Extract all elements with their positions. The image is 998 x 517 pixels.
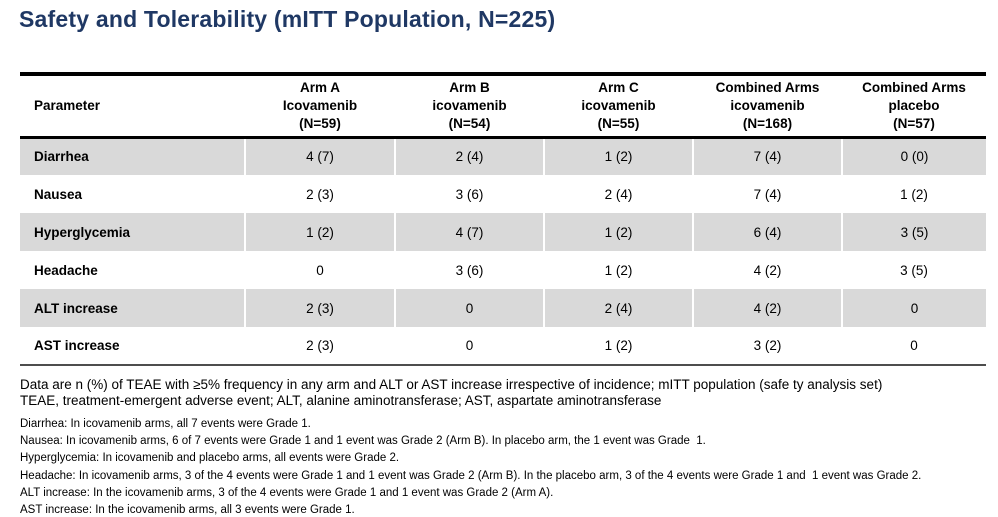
column-header-parameter: Parameter	[20, 74, 245, 139]
cell-value: 1 (2)	[604, 338, 633, 353]
cell-value: 4 (7)	[244, 137, 395, 175]
cell-value: 0	[910, 338, 918, 353]
column-header-combined-placebo: Combined Arms placebo (N=57)	[842, 74, 986, 139]
cell-value: 2 (4)	[604, 186, 633, 202]
footnote-data-definition: Data are n (%) of TEAE with ≥5% frequenc…	[20, 377, 883, 392]
page-title: Safety and Tolerability (mITT Population…	[19, 6, 556, 32]
column-header-arm-a: Arm A Icovamenib (N=59)	[245, 74, 395, 139]
header-row: Parameter Arm A Icovamenib (N=59) Arm B …	[20, 74, 986, 139]
cell-value: 6 (4)	[692, 213, 842, 251]
cell-value: 1 (2)	[604, 262, 633, 278]
cell-value: 4 (7)	[394, 213, 544, 251]
cell-value: 3 (2)	[753, 338, 782, 353]
cell-value: 1 (2)	[244, 213, 395, 251]
row-label: Nausea	[34, 186, 83, 202]
cell-value: 2 (3)	[306, 338, 334, 353]
row-label: Diarrhea	[34, 149, 89, 165]
cell-value: 3 (5)	[841, 213, 986, 251]
row-label: Hyperglycemia	[34, 224, 131, 240]
table-row-hyperglycemia: Hyperglycemia 1 (2) 4 (7) 1 (2) 6 (4) 3 …	[20, 213, 986, 251]
table-row-ast-increase: AST increase 2 (3) 0 1 (2) 3 (2) 0	[20, 327, 986, 365]
footnotes: Data are n (%) of TEAE with ≥5% frequenc…	[20, 377, 986, 517]
row-label: Headache	[34, 262, 98, 278]
footnote-details: Diarrhea: In icovamenib arms, all 7 even…	[20, 416, 986, 517]
row-label: AST increase	[34, 338, 120, 353]
cell-value: 4 (2)	[692, 289, 842, 327]
cell-value: 4 (2)	[753, 262, 782, 278]
cell-value: 0	[394, 289, 544, 327]
row-label: ALT increase	[34, 300, 118, 316]
cell-value: 2 (3)	[306, 186, 334, 202]
cell-value: 7 (4)	[692, 137, 842, 175]
column-header-arm-b: Arm B icovamenib (N=54)	[395, 74, 544, 139]
safety-table: Parameter Arm A Icovamenib (N=59) Arm B …	[20, 72, 986, 366]
footnote-alt-increase: ALT increase: In the icovamenib arms, 3 …	[20, 486, 554, 499]
column-header-arm-c: Arm C icovamenib (N=55)	[544, 74, 693, 139]
cell-value: 2 (4)	[543, 289, 693, 327]
cell-value: 2 (4)	[394, 137, 544, 175]
cell-value: 1 (2)	[543, 213, 693, 251]
cell-value: 2 (3)	[244, 289, 395, 327]
cell-value: 0 (0)	[841, 137, 986, 175]
table-row-diarrhea: Diarrhea 4 (7) 2 (4) 1 (2) 7 (4) 0 (0)	[20, 137, 986, 175]
cell-value: 0	[841, 289, 986, 327]
footnote-diarrhea: Diarrhea: In icovamenib arms, all 7 even…	[20, 418, 311, 430]
cell-value: 0	[465, 338, 474, 353]
cell-value: 3 (6)	[455, 262, 484, 278]
cell-value: 3 (6)	[455, 186, 484, 202]
footnote-nausea: Nausea: In icovamenib arms, 6 of 7 event…	[20, 435, 706, 448]
table-row-alt-increase: ALT increase 2 (3) 0 2 (4) 4 (2) 0	[20, 289, 986, 327]
cell-value: 1 (2)	[900, 186, 928, 202]
table-row-nausea: Nausea 2 (3) 3 (6) 2 (4) 7 (4) 1 (2)	[20, 175, 986, 213]
footnote-abbreviations: TEAE, treatment-emergent adverse event; …	[20, 392, 662, 408]
footnote-ast-increase: AST increase: In the icovamenib arms, al…	[20, 504, 355, 517]
footnote-hyperglycemia: Hyperglycemia: In icovamenib and placebo…	[20, 452, 400, 465]
column-header-combined-icovamenib: Combined Arms icovamenib (N=168)	[693, 74, 842, 139]
footnote-headache: Headache: In icovamenib arms, 3 of the 4…	[20, 469, 922, 482]
cell-value: 0	[316, 262, 324, 278]
cell-value: 7 (4)	[753, 186, 782, 202]
cell-value: 1 (2)	[543, 137, 693, 175]
cell-value: 3 (5)	[900, 262, 928, 278]
table-row-headache: Headache 0 3 (6) 1 (2) 4 (2) 3 (5)	[20, 251, 986, 289]
